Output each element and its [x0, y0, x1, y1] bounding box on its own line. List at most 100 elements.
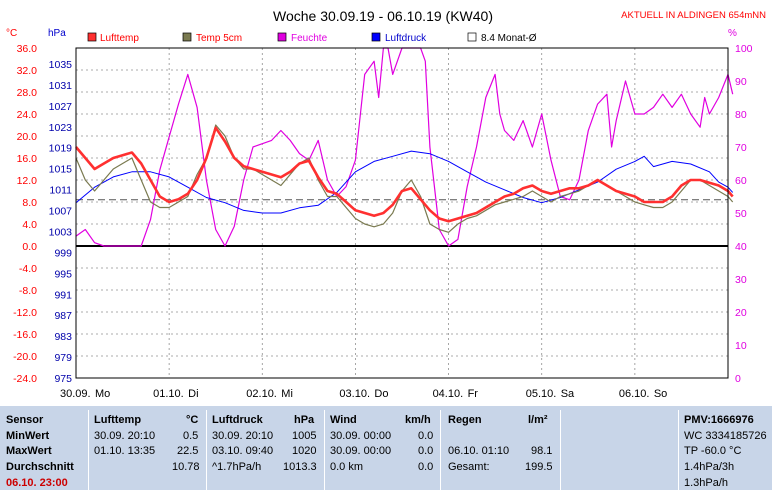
avg-extra: 1.4hPa/3h: [684, 461, 735, 473]
avg-regen-label: Gesamt:: [448, 461, 490, 473]
plot-frame: [75, 47, 729, 379]
x-tick-day: Fr: [468, 388, 479, 400]
pressure-tick-label: 999: [54, 247, 72, 259]
x-tick-date: 05.10.: [526, 388, 557, 400]
stats-panel: Sensor Lufttemp °C Luftdruck hPa Wind km…: [0, 406, 772, 490]
pressure-tick-label: 991: [54, 289, 72, 301]
row-avg-label: Durchschnitt: [6, 461, 74, 473]
header-luftdruck: Luftdruck: [212, 414, 263, 426]
temp-tick-label: 24.0: [17, 109, 38, 121]
temp-tick-label: -24.0: [13, 373, 37, 385]
x-tick-date: 06.10.: [619, 388, 650, 400]
station-label: AKTUELL IN ALDINGEN 654mNN: [621, 10, 766, 21]
temp-tick-label: -8.0: [19, 285, 37, 297]
temp-tick-label: 0.0: [22, 241, 37, 253]
humidity-tick-label: 20: [735, 307, 747, 319]
header-lufttemp: Lufttemp: [94, 414, 142, 426]
max-temp-value: 22.5: [177, 445, 199, 457]
temp-tick-label: 20.0: [17, 131, 38, 143]
row-last-label: 06.10. 23:00: [6, 477, 68, 489]
legend-swatch-monat: [467, 32, 477, 42]
chart-title: Woche 30.09.19 - 06.10.19 (KW40): [273, 8, 493, 24]
temp-tick-label: 8.0: [22, 197, 37, 209]
min-wind-value: 0.0: [418, 430, 434, 442]
legend-swatch-temp5cm: [182, 32, 192, 42]
x-tick-date: 01.10.: [153, 388, 184, 400]
pressure-tick-label: 1031: [49, 80, 73, 92]
pressure-tick-label: 987: [54, 310, 72, 322]
separator: [560, 410, 561, 490]
row-min-label: MinWert: [6, 430, 50, 442]
temp-tick-label: -4.0: [19, 263, 37, 275]
row-max-label: MaxWert: [6, 445, 52, 457]
x-tick-day: Mo: [95, 388, 110, 400]
legend-swatch-feuchte: [277, 32, 287, 42]
humidity-tick-label: 10: [735, 340, 747, 352]
pressure-tick-label: 979: [54, 352, 72, 364]
series-line-temp-5cm: [75, 124, 734, 233]
avg-wind-value: 0.0: [418, 461, 434, 473]
min-wind-time: 30.09. 00:00: [330, 430, 392, 442]
x-tick-date: 02.10.: [246, 388, 277, 400]
temp-tick-label: 32.0: [17, 65, 38, 77]
x-tick-day: Di: [188, 388, 198, 400]
temp-axis-ticks: 36.0 32.0 28.0 24.0 20.0 16.0 12.0 8.0 4.0 0.0 -4.…: [13, 43, 37, 385]
max-regen-time: 06.10. 01:10: [448, 445, 510, 457]
pressure-tick-label: 1007: [49, 206, 73, 218]
legend-label-feuchte: Feuchte: [291, 33, 328, 44]
pressure-tick-label: 1027: [49, 101, 73, 113]
separator: [440, 410, 441, 490]
temp-tick-label: 28.0: [17, 87, 38, 99]
header-wind: Wind: [330, 414, 357, 426]
header-pmv: PMV:1666976: [684, 414, 754, 426]
series-line-lufttemp: [75, 126, 734, 223]
legend-swatch-luftdruck: [371, 32, 381, 42]
pressure-unit-label: hPa: [48, 28, 66, 39]
avg-temp-value: 10.78: [172, 461, 200, 473]
x-axis-ticks: 30.09. Mo 01.10. Di 02.10. Mi 03.10. Do 04.10. Fr…: [60, 388, 667, 400]
pressure-tick-label: 1015: [49, 164, 73, 176]
header-wind-unit: km/h: [405, 414, 431, 426]
temp-tick-label: 4.0: [22, 219, 37, 231]
x-tick-day: So: [654, 388, 667, 400]
pressure-tick-label: 975: [54, 373, 72, 385]
x-tick-day: Mi: [281, 388, 293, 400]
x-tick-day: Sa: [561, 388, 575, 400]
avg-press-trend: ^1.7hPa/h: [212, 461, 262, 473]
legend-label-monat: 8.4 Monat-Ø: [481, 33, 537, 44]
separator: [678, 410, 679, 490]
avg-press-value: 1013.3: [283, 461, 317, 473]
pressure-tick-label: 1023: [49, 122, 73, 134]
humidity-tick-label: 60: [735, 175, 747, 187]
pressure-tick-label: 1011: [49, 185, 72, 197]
max-press-time: 03.10. 09:40: [212, 445, 274, 457]
min-temp-value: 0.5: [183, 430, 199, 442]
temp-tick-label: -16.0: [13, 329, 37, 341]
last-extra: 1.3hPa/h: [684, 477, 729, 489]
x-tick-date: 04.10.: [433, 388, 464, 400]
legend: Lufttemp Temp 5cm Feuchte Luftdruck 8.4 …: [87, 32, 537, 44]
pressure-tick-label: 995: [54, 268, 72, 280]
temp-unit-label: °C: [6, 28, 17, 39]
weather-chart: Woche 30.09.19 - 06.10.19 (KW40) AKTUELL…: [6, 8, 766, 400]
temp-tick-label: 12.0: [17, 175, 38, 187]
temp-tick-label: 36.0: [17, 43, 38, 55]
humidity-tick-label: 80: [735, 109, 747, 121]
min-press-time: 30.09. 20:10: [212, 430, 274, 442]
legend-label-temp5cm: Temp 5cm: [196, 33, 242, 44]
max-wind-value: 0.0: [418, 445, 434, 457]
humidity-tick-label: 70: [735, 142, 747, 154]
pressure-tick-label: 1035: [49, 59, 73, 71]
x-tick-day: Do: [374, 388, 388, 400]
header-regen: Regen: [448, 414, 482, 426]
max-temp-time: 01.10. 13:35: [94, 445, 156, 457]
humidity-tick-label: 30: [735, 274, 747, 286]
min-press-value: 1005: [292, 430, 317, 442]
humidity-tick-label: 40: [735, 241, 747, 253]
max-extra: TP -60.0 °C: [684, 445, 742, 457]
series-line-feuchte: [75, 47, 734, 247]
humidity-tick-label: 100: [735, 43, 753, 55]
series-layer: [75, 47, 734, 247]
legend-label-luftdruck: Luftdruck: [385, 33, 427, 44]
max-regen-value: 98.1: [531, 445, 553, 457]
